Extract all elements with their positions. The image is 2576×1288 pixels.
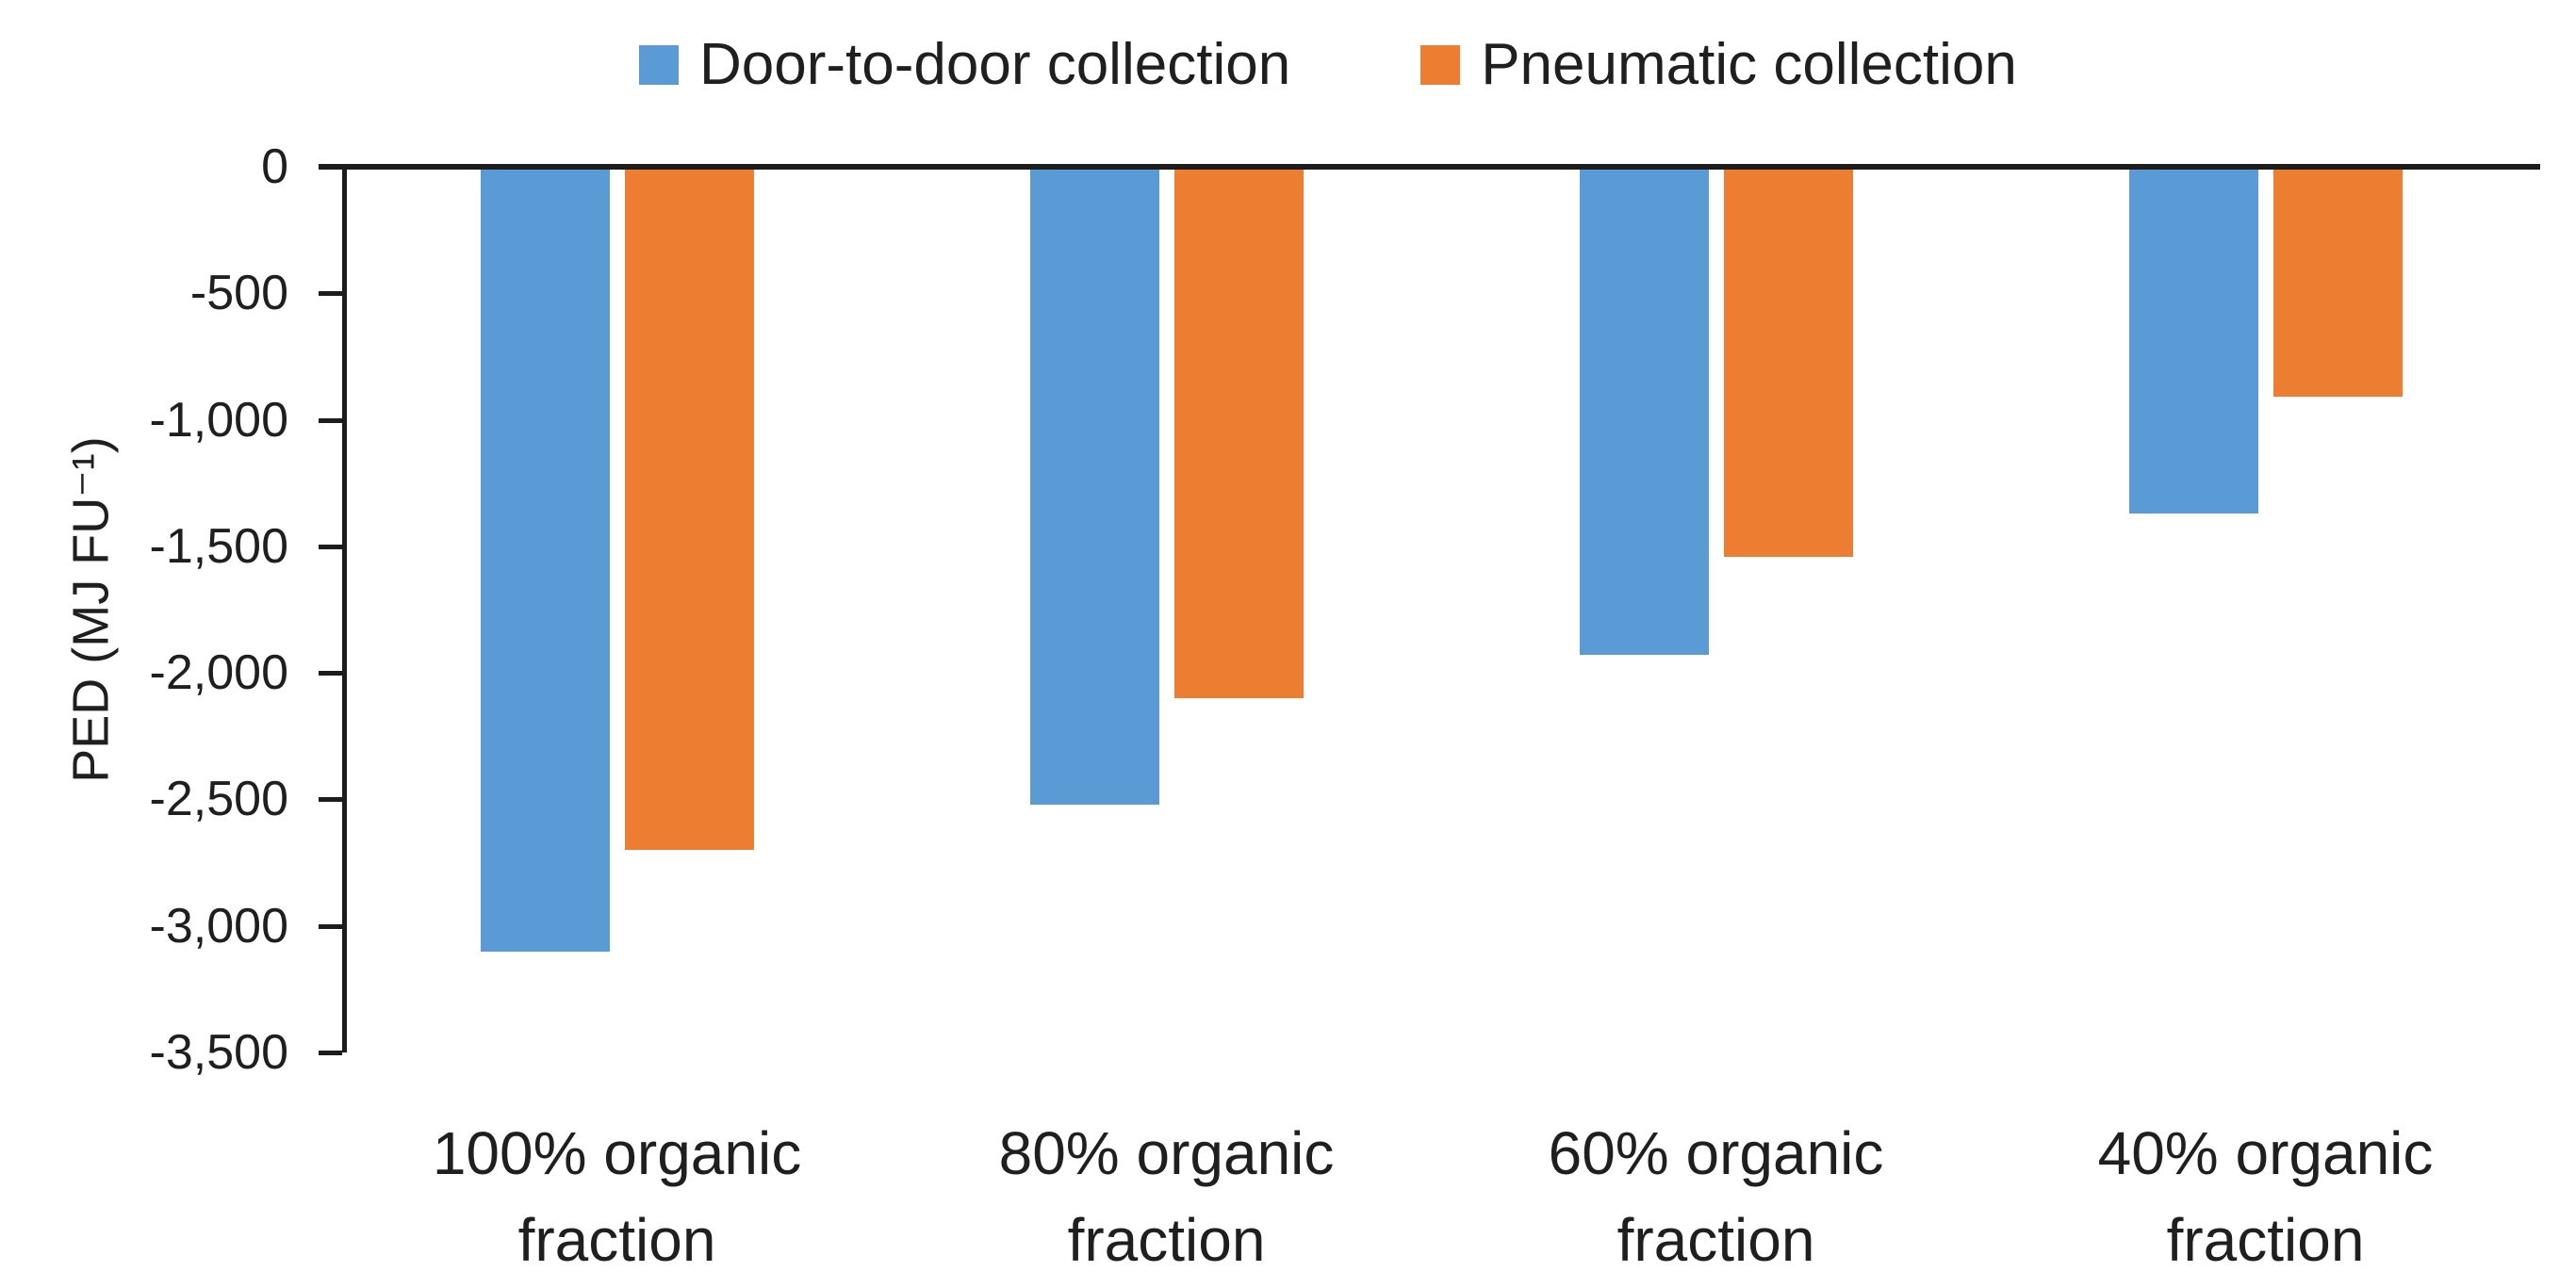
x-axis-line — [319, 164, 2540, 170]
y-tick-label: -2,500 — [149, 772, 288, 827]
bar-pneumatic-collection-100-organic-fraction — [624, 170, 754, 851]
y-axis-line — [342, 167, 347, 1052]
bar-door-to-door-collection-100-organic-fraction — [480, 170, 610, 952]
y-tick-label: -3,500 — [149, 1025, 288, 1080]
y-tick-mark — [319, 797, 342, 803]
bar-pneumatic-collection-40-organic-fraction — [2272, 170, 2403, 398]
bar-door-to-door-collection-80-organic-fraction — [1029, 170, 1159, 805]
legend-label-pneumatic: Pneumatic collection — [1481, 32, 2017, 97]
y-tick-mark — [319, 671, 342, 677]
y-tick-label: -2,000 — [149, 645, 288, 701]
x-category-label-80-organic-fraction: 80% organic fraction — [998, 1119, 1335, 1274]
y-tick-label: -1,500 — [149, 518, 288, 574]
y-axis-title: PED (MJ FU⁻¹) — [62, 436, 120, 783]
x-category-label-60-organic-fraction: 60% organic fraction — [1548, 1119, 1884, 1274]
y-tick-label: -1,000 — [149, 392, 288, 448]
bar-pneumatic-collection-80-organic-fraction — [1173, 170, 1304, 698]
legend-item-door-to-door: Door-to-door collection — [639, 36, 1290, 94]
bar-door-to-door-collection-40-organic-fraction — [2128, 170, 2258, 514]
x-category-label-100-organic-fraction: 100% organic fraction — [432, 1119, 802, 1274]
bar-door-to-door-collection-60-organic-fraction — [1579, 170, 1709, 656]
legend-swatch-pneumatic — [1420, 45, 1461, 85]
legend-item-pneumatic: Pneumatic collection — [1420, 36, 2017, 94]
y-tick-mark — [319, 923, 342, 929]
x-category-label-40-organic-fraction: 40% organic fraction — [2097, 1119, 2434, 1274]
y-tick-label: -3,000 — [149, 898, 288, 954]
y-tick-label: -500 — [189, 266, 288, 321]
y-tick-label: 0 — [261, 139, 288, 194]
y-tick-mark — [319, 544, 342, 549]
legend-swatch-door-to-door — [639, 45, 679, 85]
legend-label-door-to-door: Door-to-door collection — [699, 32, 1291, 97]
bar-pneumatic-collection-60-organic-fraction — [1723, 170, 1853, 557]
y-tick-mark — [319, 291, 342, 297]
y-tick-mark — [319, 1051, 342, 1055]
y-tick-mark — [319, 417, 342, 423]
legend: Door-to-door collection Pneumatic collec… — [639, 36, 2017, 94]
